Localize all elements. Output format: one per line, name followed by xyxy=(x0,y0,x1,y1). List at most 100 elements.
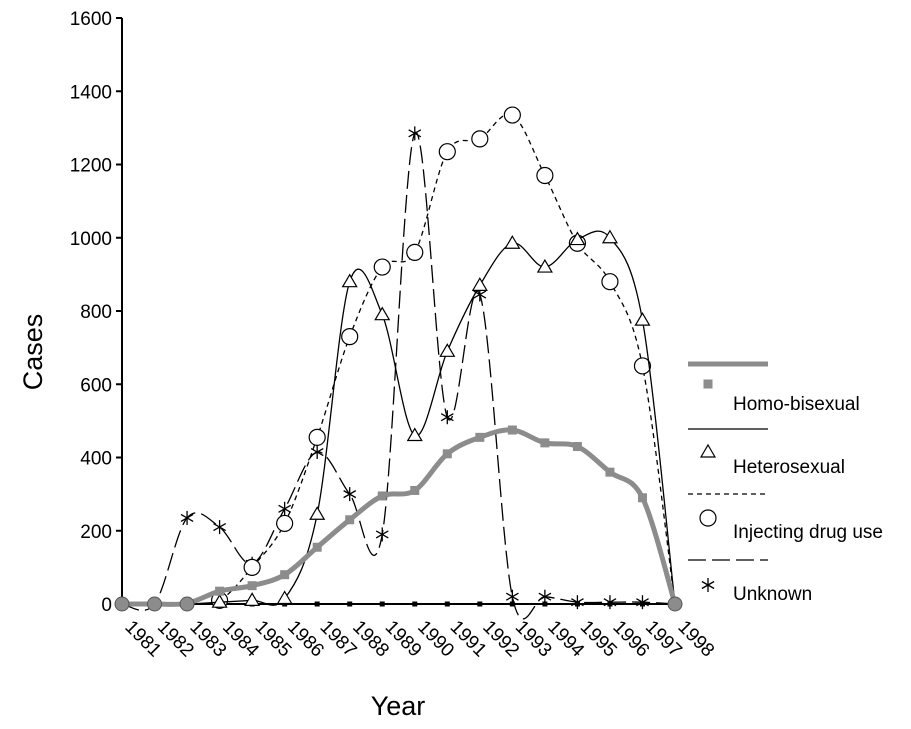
x-tick xyxy=(477,601,483,607)
legend-label: Heterosexual xyxy=(733,457,845,478)
end-point xyxy=(147,596,163,612)
data-point xyxy=(345,515,355,525)
y-tick-label: 0 xyxy=(101,595,112,616)
data-point xyxy=(438,143,456,161)
data-point xyxy=(603,595,617,610)
data-point xyxy=(471,277,488,291)
series-unknown xyxy=(121,126,676,620)
y-tick-label: 600 xyxy=(80,375,112,396)
x-tick-label: 1988 xyxy=(348,617,393,662)
data-point xyxy=(408,126,422,141)
x-tick-label: 1993 xyxy=(511,617,556,662)
series-layer xyxy=(114,106,683,620)
legend: Homo-bisexual Heterosexual Injecting drug … xyxy=(688,361,883,605)
data-point xyxy=(636,595,649,610)
x-tick-label: 1986 xyxy=(283,617,328,662)
data-point xyxy=(569,231,586,246)
data-point xyxy=(343,487,357,502)
legend-item-unknown: Unknown xyxy=(688,559,812,605)
data-point xyxy=(276,514,294,533)
data-point xyxy=(215,586,225,596)
data-point xyxy=(634,311,651,326)
x-tick-label: 1997 xyxy=(641,617,686,662)
x-tick-label: 1984 xyxy=(218,617,263,662)
data-point xyxy=(540,438,550,448)
series-line xyxy=(122,113,676,605)
x-axis-title: Year xyxy=(371,691,426,721)
series-homo-bisexual xyxy=(117,425,680,609)
data-point xyxy=(308,428,326,446)
legend-item-homo-bisexual: Homo-bisexual xyxy=(688,361,860,415)
data-point xyxy=(475,432,485,442)
x-tick xyxy=(412,601,418,607)
series-line xyxy=(121,132,676,620)
data-point xyxy=(247,581,257,591)
x-tick-label: 1989 xyxy=(381,617,426,662)
x-tick-label: 1995 xyxy=(576,617,621,662)
y-tick-label: 800 xyxy=(80,302,112,323)
x-tick xyxy=(314,601,320,607)
x-axis: 1981198219831984198519861987198819891990… xyxy=(119,601,718,662)
x-tick-label: 1991 xyxy=(446,617,491,662)
data-point xyxy=(440,410,454,425)
data-point xyxy=(276,590,293,605)
data-point xyxy=(601,229,618,244)
x-tick-label: 1998 xyxy=(673,617,718,662)
x-tick-label: 1994 xyxy=(543,617,588,662)
data-point xyxy=(699,443,717,458)
y-tick-label: 1200 xyxy=(70,156,112,177)
data-point xyxy=(503,106,521,124)
x-tick-label: 1982 xyxy=(153,617,198,662)
data-point xyxy=(471,130,489,148)
data-point xyxy=(410,485,420,495)
series-line xyxy=(122,230,676,606)
data-point xyxy=(211,593,228,608)
data-point xyxy=(373,258,391,276)
y-axis: 0 200 400 600 800 1000 1200 1400 1600 xyxy=(70,9,123,616)
x-tick-label: 1990 xyxy=(413,617,458,662)
data-point xyxy=(699,509,717,527)
data-point xyxy=(312,542,322,552)
y-tick-label: 1400 xyxy=(70,82,112,103)
data-point xyxy=(309,506,326,520)
end-point xyxy=(114,596,130,612)
data-point xyxy=(637,493,647,503)
data-point xyxy=(538,589,552,604)
data-point xyxy=(406,427,423,442)
data-point xyxy=(310,445,324,460)
legend-label: Unknown xyxy=(733,584,812,605)
data-point xyxy=(243,558,261,576)
data-point xyxy=(341,328,359,346)
data-point xyxy=(439,343,456,357)
data-point xyxy=(377,491,387,501)
data-point xyxy=(341,273,358,288)
data-point xyxy=(374,306,391,321)
y-tick-label: 400 xyxy=(80,449,112,470)
series-heterosexual xyxy=(122,229,676,608)
x-tick-label: 1987 xyxy=(316,617,361,662)
data-point xyxy=(536,258,553,273)
y-tick-label: 200 xyxy=(80,522,112,543)
data-point xyxy=(536,166,554,185)
series-injecting-drug-use xyxy=(122,106,676,609)
data-point xyxy=(504,235,521,249)
data-point xyxy=(701,578,715,592)
x-tick-label: 1981 xyxy=(120,617,165,662)
legend-label: Injecting drug use xyxy=(733,522,883,543)
data-point xyxy=(406,243,424,261)
x-tick-label: 1983 xyxy=(186,617,231,662)
data-point xyxy=(278,501,292,516)
data-point xyxy=(213,520,227,535)
data-point xyxy=(505,589,519,604)
end-point xyxy=(667,596,683,612)
series-line xyxy=(121,427,678,607)
data-point xyxy=(601,273,619,291)
end-point xyxy=(179,596,195,612)
x-tick xyxy=(542,601,548,607)
data-point xyxy=(703,379,713,389)
x-tick xyxy=(444,601,450,607)
legend-label: Homo-bisexual xyxy=(733,394,860,415)
legend-item-injecting-drug-use: Injecting drug use xyxy=(688,493,883,543)
x-tick xyxy=(347,601,353,607)
